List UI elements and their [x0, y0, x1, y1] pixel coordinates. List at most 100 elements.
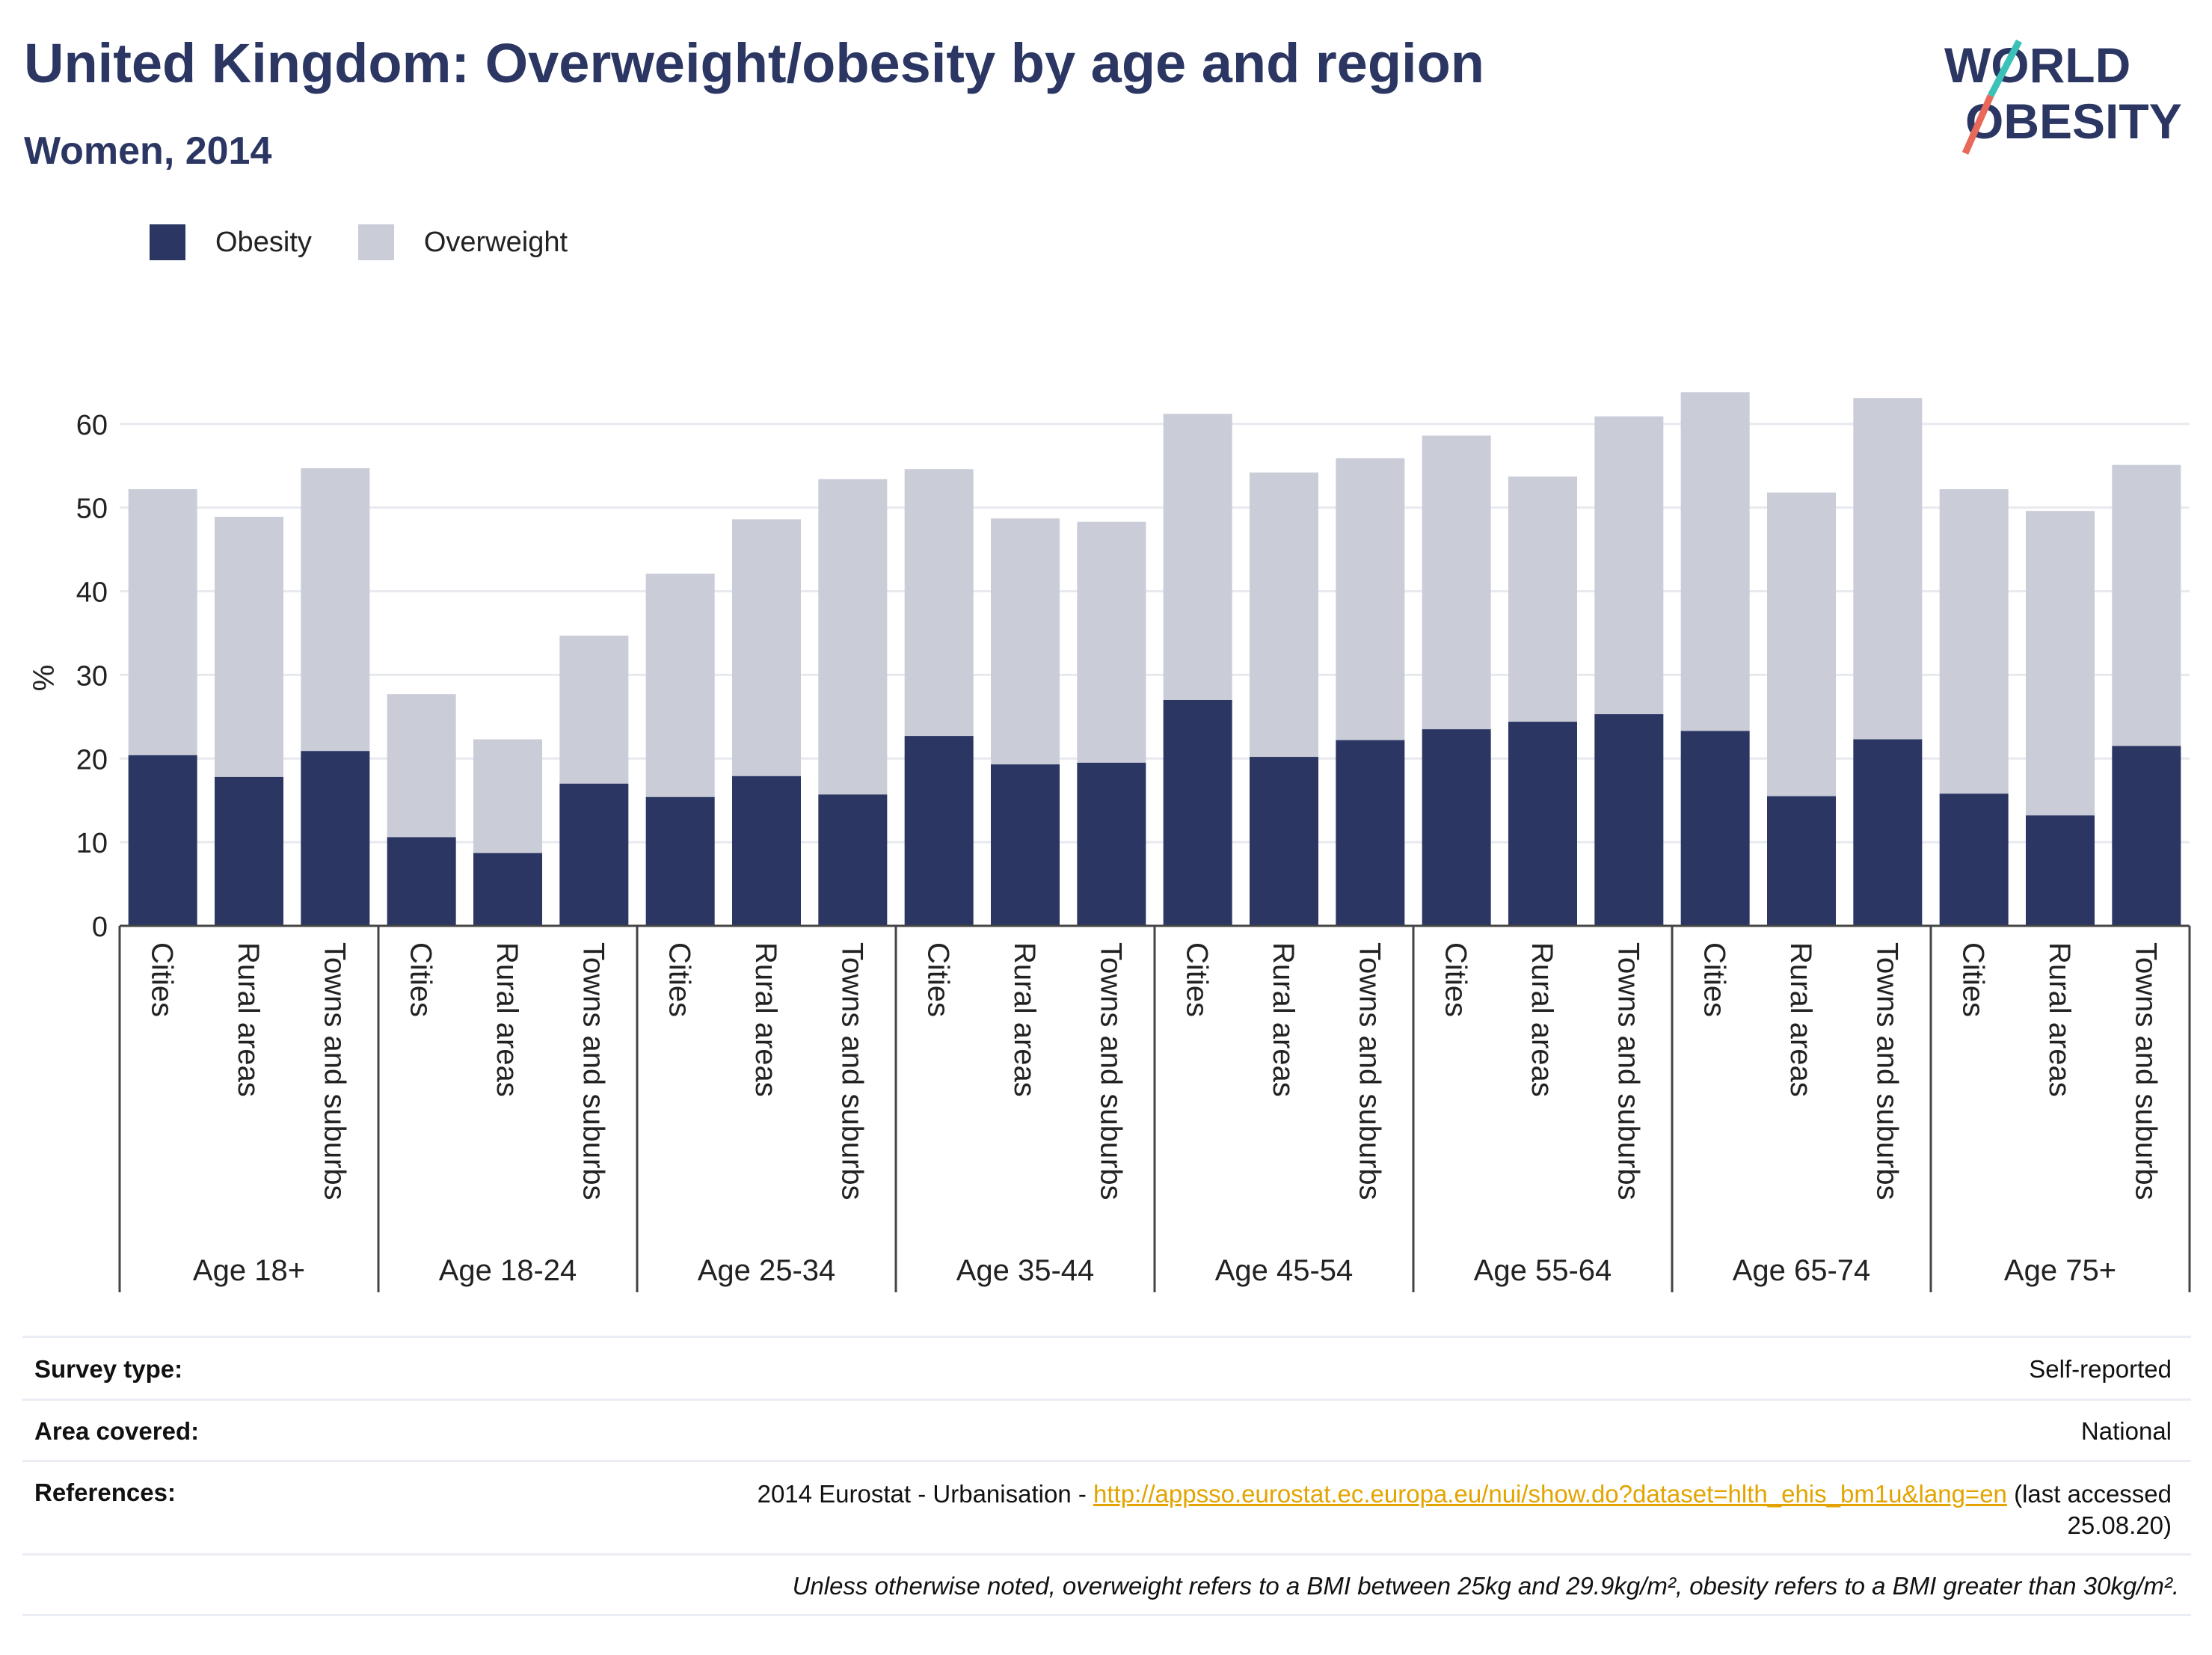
bar-overweight: [1336, 458, 1405, 740]
legend: Obesity Overweight: [150, 221, 614, 263]
bar-overweight: [1767, 492, 1836, 796]
bar-overweight: [2112, 464, 2181, 746]
x-subcategory-label: Rural areas: [1267, 942, 1300, 1097]
chart-subtitle: Women, 2014: [24, 129, 272, 173]
bar-obesity: [1422, 729, 1491, 926]
x-subcategory-label: Cities: [922, 942, 955, 1017]
x-subcategory-label: Cities: [405, 942, 437, 1017]
bar-obesity: [1508, 722, 1577, 926]
x-group-label: Age 18-24: [439, 1254, 577, 1287]
bar-overweight: [904, 469, 974, 737]
x-subcategory-label: Cities: [1440, 942, 1472, 1017]
y-tick-label: 20: [76, 744, 108, 776]
bar-overweight: [1508, 476, 1577, 722]
footnote: Unless otherwise noted, overweight refer…: [792, 1572, 2179, 1600]
x-subcategory-label: Rural areas: [491, 942, 523, 1097]
bar-overweight: [1422, 435, 1491, 730]
bar-obesity: [128, 755, 197, 926]
y-tick-label: 10: [76, 828, 108, 859]
bar-overweight: [1853, 398, 1923, 740]
bar-obesity: [1680, 731, 1750, 926]
references-value: 2014 Eurostat - Urbanisation - http://ap…: [758, 1479, 2172, 1541]
bar-overweight: [1594, 416, 1664, 715]
bar-chart: 0 10 20 30 40 50 60% Cities Rural areas Towns and…: [28, 392, 2191, 1292]
x-subcategory-label: Towns and suburbs: [1353, 942, 1386, 1200]
bar-obesity: [559, 783, 629, 926]
info-separator: [22, 1460, 2191, 1462]
bar-overweight: [215, 517, 283, 777]
x-subcategory-label: Rural areas: [749, 942, 782, 1097]
x-subcategory-label: Cities: [1698, 942, 1731, 1017]
bar-obesity: [1163, 699, 1232, 926]
x-subcategory-label: Towns and suburbs: [1094, 942, 1127, 1200]
bar-overweight: [1250, 472, 1318, 758]
bar-overweight: [1077, 521, 1146, 763]
info-separator: [22, 1336, 2191, 1338]
x-group-label: Age 18+: [193, 1254, 305, 1287]
bar-obesity: [818, 794, 888, 926]
references-prefix: 2014 Eurostat - Urbanisation -: [757, 1480, 1093, 1508]
bar-obesity: [1853, 739, 1923, 926]
legend-item-overweight[interactable]: Overweight: [357, 224, 568, 260]
legend-swatch-overweight: [357, 224, 394, 260]
x-subcategory-label: Towns and suburbs: [835, 942, 868, 1200]
logo-line1: WORLD: [1944, 37, 2130, 93]
info-separator: [22, 1614, 2191, 1616]
bar-overweight: [473, 739, 542, 853]
x-group-label: Age 65-74: [1733, 1254, 1871, 1287]
bar-obesity: [301, 751, 370, 926]
bar-obesity: [1594, 714, 1664, 926]
references-link[interactable]: http://appsso.eurostat.ec.europa.eu/nui/…: [1093, 1480, 2007, 1508]
bar-obesity: [387, 837, 456, 926]
y-tick-label: 50: [76, 494, 108, 525]
legend-item-obesity[interactable]: Obesity: [150, 224, 312, 260]
references-date: 25.08.20): [2067, 1511, 2172, 1539]
x-subcategory-label: Rural areas: [2043, 942, 2076, 1097]
x-subcategory-label: Towns and suburbs: [1870, 942, 1903, 1200]
x-group-label: Age 35-44: [956, 1254, 1095, 1287]
logo-slash-teal: [1988, 39, 2022, 98]
survey-type-value: Self-reported: [2029, 1355, 2172, 1383]
bar-overweight: [818, 479, 888, 795]
legend-label-overweight: Overweight: [423, 226, 568, 258]
chart-title: United Kingdom: Overweight/obesity by ag…: [24, 32, 1484, 94]
bar-obesity: [904, 736, 974, 926]
bar-obesity: [1939, 793, 2009, 926]
x-subcategory-label: Towns and suburbs: [577, 942, 609, 1200]
y-tick-label: 40: [76, 577, 108, 609]
x-subcategory-label: Cities: [663, 942, 696, 1017]
bar-obesity: [1077, 762, 1146, 926]
bar-obesity: [732, 776, 801, 926]
bar-overweight: [301, 468, 370, 752]
x-group-label: Age 75+: [2004, 1254, 2116, 1287]
bar-obesity: [1767, 796, 1836, 926]
logo-slash-coral: [1961, 94, 1994, 155]
bar-overweight: [1680, 392, 1750, 731]
world-obesity-logo: WORLD OBESITY: [1944, 37, 2182, 155]
x-subcategory-label: Towns and suburbs: [2129, 942, 2162, 1200]
x-group-label: Age 45-54: [1215, 1254, 1354, 1287]
bar-overweight: [1939, 489, 2009, 794]
y-axis-label: %: [28, 665, 61, 692]
bar-obesity: [645, 796, 715, 926]
x-subcategory-label: Rural areas: [232, 942, 265, 1097]
x-subcategory-label: Rural areas: [1008, 942, 1041, 1097]
references-label: References:: [34, 1479, 176, 1506]
logo-line2: OBESITY: [1965, 93, 2182, 149]
x-subcategory-label: Rural areas: [1526, 942, 1558, 1097]
y-tick-label: 0: [92, 912, 108, 943]
info-row-references: References: 2014 Eurostat - Urbanisation…: [22, 1479, 2184, 1541]
bar-overweight: [387, 694, 456, 838]
x-subcategory-label: Towns and suburbs: [1612, 942, 1644, 1200]
y-tick-label: 60: [76, 410, 108, 441]
bar-overweight: [1163, 414, 1232, 700]
info-separator: [22, 1553, 2191, 1556]
bar-obesity: [473, 853, 542, 926]
bar-obesity: [1250, 757, 1318, 926]
bar-overweight: [2026, 511, 2095, 816]
x-subcategory-label: Towns and suburbs: [318, 942, 351, 1200]
survey-type-label: Survey type:: [34, 1355, 183, 1383]
x-subcategory-label: Cities: [1181, 942, 1214, 1017]
bar-overweight: [732, 519, 801, 776]
bar-obesity: [2026, 815, 2095, 926]
